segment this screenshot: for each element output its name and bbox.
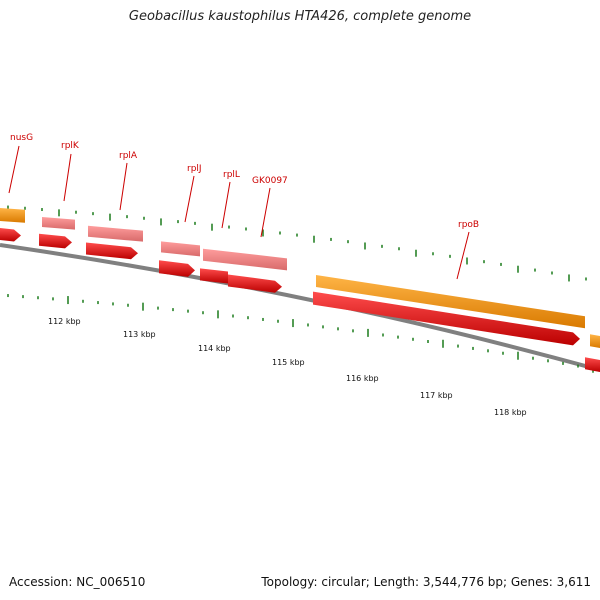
cds-arrow[interactable] (313, 291, 580, 346)
gene-label[interactable]: rplJ (187, 164, 202, 174)
cds-arrow[interactable] (228, 274, 282, 293)
accession-label: Accession: NC_006510 (9, 575, 146, 589)
cds-arrow[interactable] (86, 242, 138, 260)
callout-line (119, 162, 128, 211)
gene-bar[interactable] (590, 334, 600, 348)
gene-bar[interactable] (88, 225, 143, 242)
callout-line (456, 231, 470, 280)
gene-label[interactable]: rplA (119, 151, 138, 161)
scale-label: 113 kbp (123, 330, 156, 339)
scale-label: 115 kbp (272, 358, 305, 367)
scale-label: 118 kbp (494, 408, 527, 417)
gene-bar[interactable] (316, 274, 585, 329)
gene-label[interactable]: rplL (223, 170, 240, 180)
genome-backbone (0, 243, 600, 372)
gene-bar[interactable] (42, 217, 75, 230)
gene-bar[interactable] (161, 241, 200, 257)
gene-bar[interactable] (203, 248, 287, 271)
cds-arrow[interactable] (159, 260, 195, 277)
callouts-group: nusG rplK rplA rplJ rplL GK0097 rpoB (8, 133, 479, 280)
genes-group (0, 208, 600, 372)
gene-label[interactable]: GK0097 (252, 176, 288, 186)
scale-label: 114 kbp (198, 344, 231, 353)
callout-line (221, 181, 231, 229)
callout-line (8, 145, 20, 194)
scale-label: 116 kbp (346, 374, 379, 383)
gene-bar[interactable] (0, 208, 25, 223)
cds-arrow[interactable] (585, 357, 600, 372)
callout-line (63, 153, 72, 202)
scale-labels-group: 112 kbp 113 kbp 114 kbp 115 kbp 116 kbp 117 k… (48, 317, 527, 417)
scale-label: 112 kbp (48, 317, 81, 326)
scale-label: 117 kbp (420, 391, 453, 400)
cds-arrow[interactable] (39, 233, 72, 249)
ticks-group (7, 205, 594, 373)
gene-label[interactable]: rplK (61, 141, 80, 151)
cds-arrow[interactable] (200, 268, 228, 284)
cds-arrow[interactable] (0, 228, 21, 242)
genome-title: Geobacillus kaustophilus HTA426, complet… (128, 9, 472, 24)
callout-line (260, 187, 271, 238)
callout-line (184, 175, 195, 223)
gene-label[interactable]: rpoB (458, 220, 479, 230)
genome-summary: Topology: circular; Length: 3,544,776 bp… (261, 575, 591, 589)
gene-label[interactable]: nusG (10, 133, 33, 143)
